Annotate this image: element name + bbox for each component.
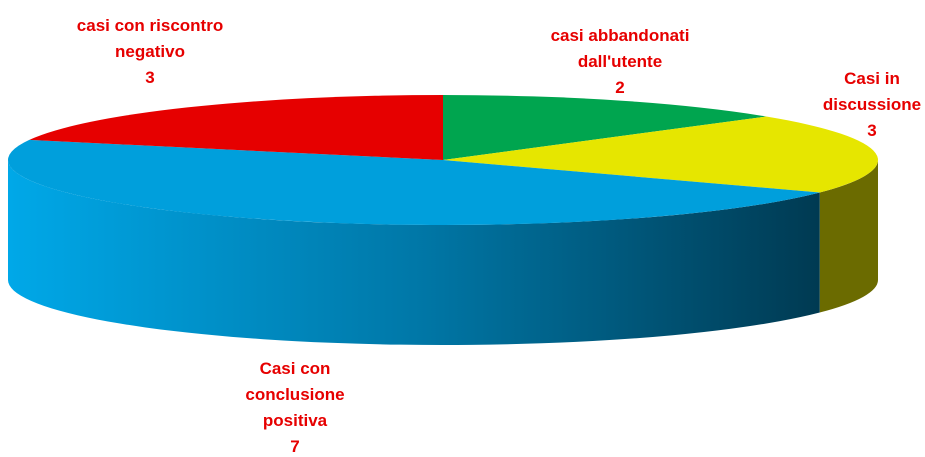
value-label: 7: [290, 437, 300, 456]
slice-side: [8, 160, 820, 345]
slice-label: Casi in discussione 3: [820, 66, 925, 144]
slice-label: Casi con conclusione positiva 7: [238, 356, 353, 457]
category-label: Casi in discussione: [822, 69, 922, 114]
value-label: 3: [145, 68, 155, 87]
slice: [7, 139, 820, 226]
slice: [443, 95, 767, 160]
category-label: Casi con conclusione positiva: [245, 359, 345, 430]
slice: [443, 116, 878, 193]
category-label: casi con riscontro negativo: [76, 16, 224, 61]
slice-label: casi con riscontro negativo 3: [58, 13, 243, 91]
slice: [29, 95, 444, 160]
slice-side: [819, 160, 878, 313]
value-label: 3: [867, 121, 877, 140]
slice-label: casi abbandonati dall'utente 2: [533, 23, 708, 101]
category-label: casi abbandonati dall'utente: [550, 26, 690, 71]
value-label: 2: [615, 78, 625, 97]
